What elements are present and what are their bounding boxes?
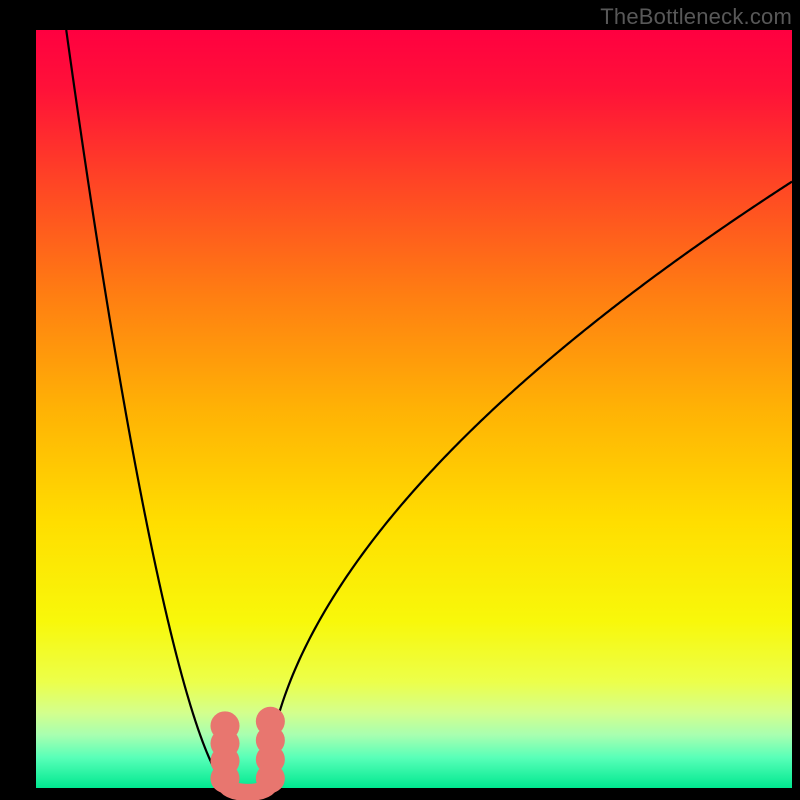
knot-dot — [256, 764, 285, 793]
watermark-text: TheBottleneck.com — [600, 4, 792, 30]
knot-dot — [210, 764, 239, 793]
chart-container: TheBottleneck.com — [0, 0, 800, 800]
plot-area — [36, 30, 792, 788]
bottleneck-curve-chart — [0, 0, 800, 800]
